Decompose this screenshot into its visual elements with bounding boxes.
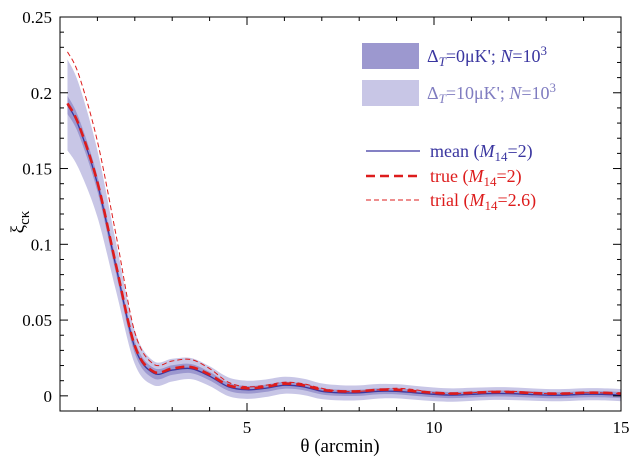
- y-axis-label-main: ξ: [8, 224, 29, 233]
- x-tick-label: 10: [426, 418, 443, 437]
- y-tick-label: 0.2: [31, 84, 52, 103]
- x-tick-label: 5: [243, 418, 252, 437]
- legend-label-trial: trial (M14=2.6): [430, 190, 536, 213]
- tick-labels: 5 10 15 0 0.05 0.1 0.15 0.2 0.25: [22, 8, 629, 437]
- band-inner-area: [67, 95, 622, 399]
- axis-ticks: [60, 16, 622, 411]
- legend-label-band-outer: ΔT=10μK'; N=103: [427, 80, 556, 106]
- x-tick-label: 15: [613, 418, 630, 437]
- band-outer-area: [67, 59, 622, 402]
- legend-swatch-band-outer: [362, 80, 419, 106]
- legend-label-mean: mean (M14=2): [430, 141, 533, 164]
- y-tick-label: 0.25: [22, 8, 52, 27]
- x-axis-label: θ (arcmin): [300, 436, 379, 457]
- y-tick-label: 0.05: [22, 311, 52, 330]
- legend-label-band-inner: ΔT=0μK'; N=103: [427, 43, 547, 69]
- legend-swatch-band-inner: [362, 43, 419, 69]
- y-tick-label: 0.1: [31, 235, 52, 254]
- y-tick-label: 0.15: [22, 160, 52, 179]
- mean-series-line: [66, 104, 622, 396]
- legend-label-true: true (M14=2): [430, 166, 522, 189]
- y-axis-label-subscript: cκ: [17, 210, 33, 225]
- trial-series-line: [67, 51, 622, 395]
- y-tick-label: 0: [44, 387, 53, 406]
- true-series-line: [66, 102, 622, 395]
- legend: ΔT=0μK'; N=103 ΔT=10μK'; N=103 mean (M14…: [362, 43, 556, 213]
- y-axis-label: ξcκ: [8, 210, 33, 233]
